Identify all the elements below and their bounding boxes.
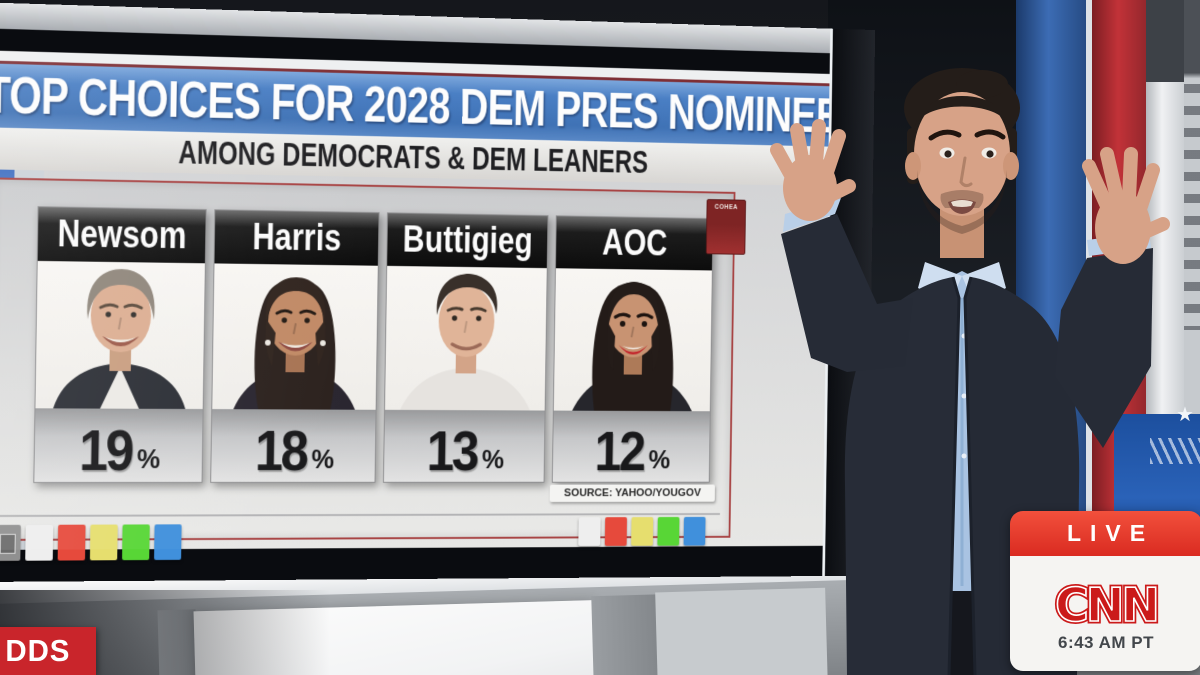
live-badge: LIVE CNN CNN 6:43 AM PT — [1010, 511, 1200, 671]
candidate-name: AOC — [601, 222, 668, 264]
palette-swatch-gray — [0, 524, 21, 561]
cnn-logo-text: CNN — [1055, 578, 1157, 632]
palette-swatch-blue — [154, 524, 182, 561]
palette-buttons-left — [0, 524, 182, 561]
percent-value: 13 — [426, 419, 478, 483]
percent-value: 18 — [254, 418, 307, 483]
pedestal-edge-right — [591, 594, 661, 675]
palette-swatch-white — [578, 517, 601, 547]
percent-sign: % — [136, 444, 161, 475]
candidate-name: Newsom — [57, 212, 187, 257]
candidate-card-harris: Harris — [210, 209, 380, 483]
candidate-photo-harris — [212, 263, 378, 410]
candidate-photo-aoc — [553, 268, 712, 412]
candidate-card-buttigieg: Buttigieg — [382, 212, 549, 483]
graphic-streaks — [1150, 438, 1200, 464]
presenter-right-hand — [1082, 147, 1170, 239]
percent-sign: % — [311, 444, 335, 475]
avatar-buttigieg — [400, 273, 531, 411]
backdrop-windows — [1184, 84, 1200, 331]
palette-swatch-red — [604, 517, 628, 546]
svg-text:CNN: CNN — [1055, 578, 1157, 632]
candidate-card-aoc: AOC — [551, 215, 714, 483]
candidate-percent-bar: 12 % — [552, 410, 710, 483]
candidate-name: Harris — [252, 216, 342, 259]
cnn-logo: CNN CNN — [1053, 575, 1163, 633]
palette-buttons-right — [578, 516, 706, 547]
avatar-newsom — [53, 268, 187, 409]
poll-graphic-screen: TOP CHOICES FOR 2028 DEM PRES NOMINEE AM… — [0, 50, 833, 561]
corner-tag-text: COHEA — [714, 203, 738, 211]
candidate-name-bar: Harris — [214, 210, 379, 266]
screen-corner-tag: COHEA — [705, 199, 747, 255]
candidate-name-bar: Newsom — [37, 207, 206, 264]
palette-swatch-white — [25, 524, 54, 561]
candidate-name-bar: AOC — [555, 216, 713, 271]
lower-left-label-text: DDS — [5, 633, 71, 668]
candidate-name: Buttigieg — [402, 218, 533, 262]
presenter-neck — [940, 206, 984, 258]
presenter-face — [914, 92, 1010, 216]
poll-panel: Newsom — [0, 177, 736, 541]
source-label: SOURCE: YAHOO/YOUGOV — [549, 484, 716, 502]
live-badge-body: CNN CNN 6:43 AM PT — [1010, 556, 1200, 671]
candidate-name-bar: Buttigieg — [387, 213, 548, 269]
star-icon: ★ — [1176, 404, 1194, 426]
lower-left-label: DDS — [0, 627, 96, 675]
palette-swatch-blue — [683, 516, 706, 546]
palette-swatch-yellow — [89, 524, 118, 561]
percent-value: 12 — [594, 420, 645, 483]
news-presenter — [770, 68, 1170, 675]
palette-swatch-red — [57, 524, 86, 561]
candidate-percent-bar: 13 % — [383, 409, 545, 483]
palette-swatch-green — [657, 516, 680, 546]
wall-pillar-top — [1146, 0, 1186, 84]
percent-value: 19 — [78, 418, 133, 483]
poll-graphic-body: ★ ★ ★ ★ ★ ★ Newsom — [0, 169, 831, 561]
avatar-aoc — [572, 281, 693, 412]
candidate-card-newsom: Newsom — [33, 206, 207, 483]
percent-sign: % — [481, 445, 505, 475]
candidate-percent-bar: 19 % — [34, 408, 203, 483]
studio-monitor: TOP CHOICES FOR 2028 DEM PRES NOMINEE AM… — [0, 2, 876, 583]
avatar-harris — [233, 276, 356, 410]
palette-swatch-yellow — [631, 517, 654, 546]
live-label: LIVE — [1010, 511, 1200, 556]
candidate-percent-bar: 18 % — [211, 409, 376, 483]
palette-swatch-green — [122, 524, 150, 561]
candidate-photo-buttigieg — [385, 265, 547, 411]
broadcast-time: 6:43 AM PT — [1057, 632, 1154, 652]
presenter-jacket — [844, 277, 959, 675]
candidate-photo-newsom — [35, 260, 205, 410]
percent-sign: % — [648, 445, 671, 475]
